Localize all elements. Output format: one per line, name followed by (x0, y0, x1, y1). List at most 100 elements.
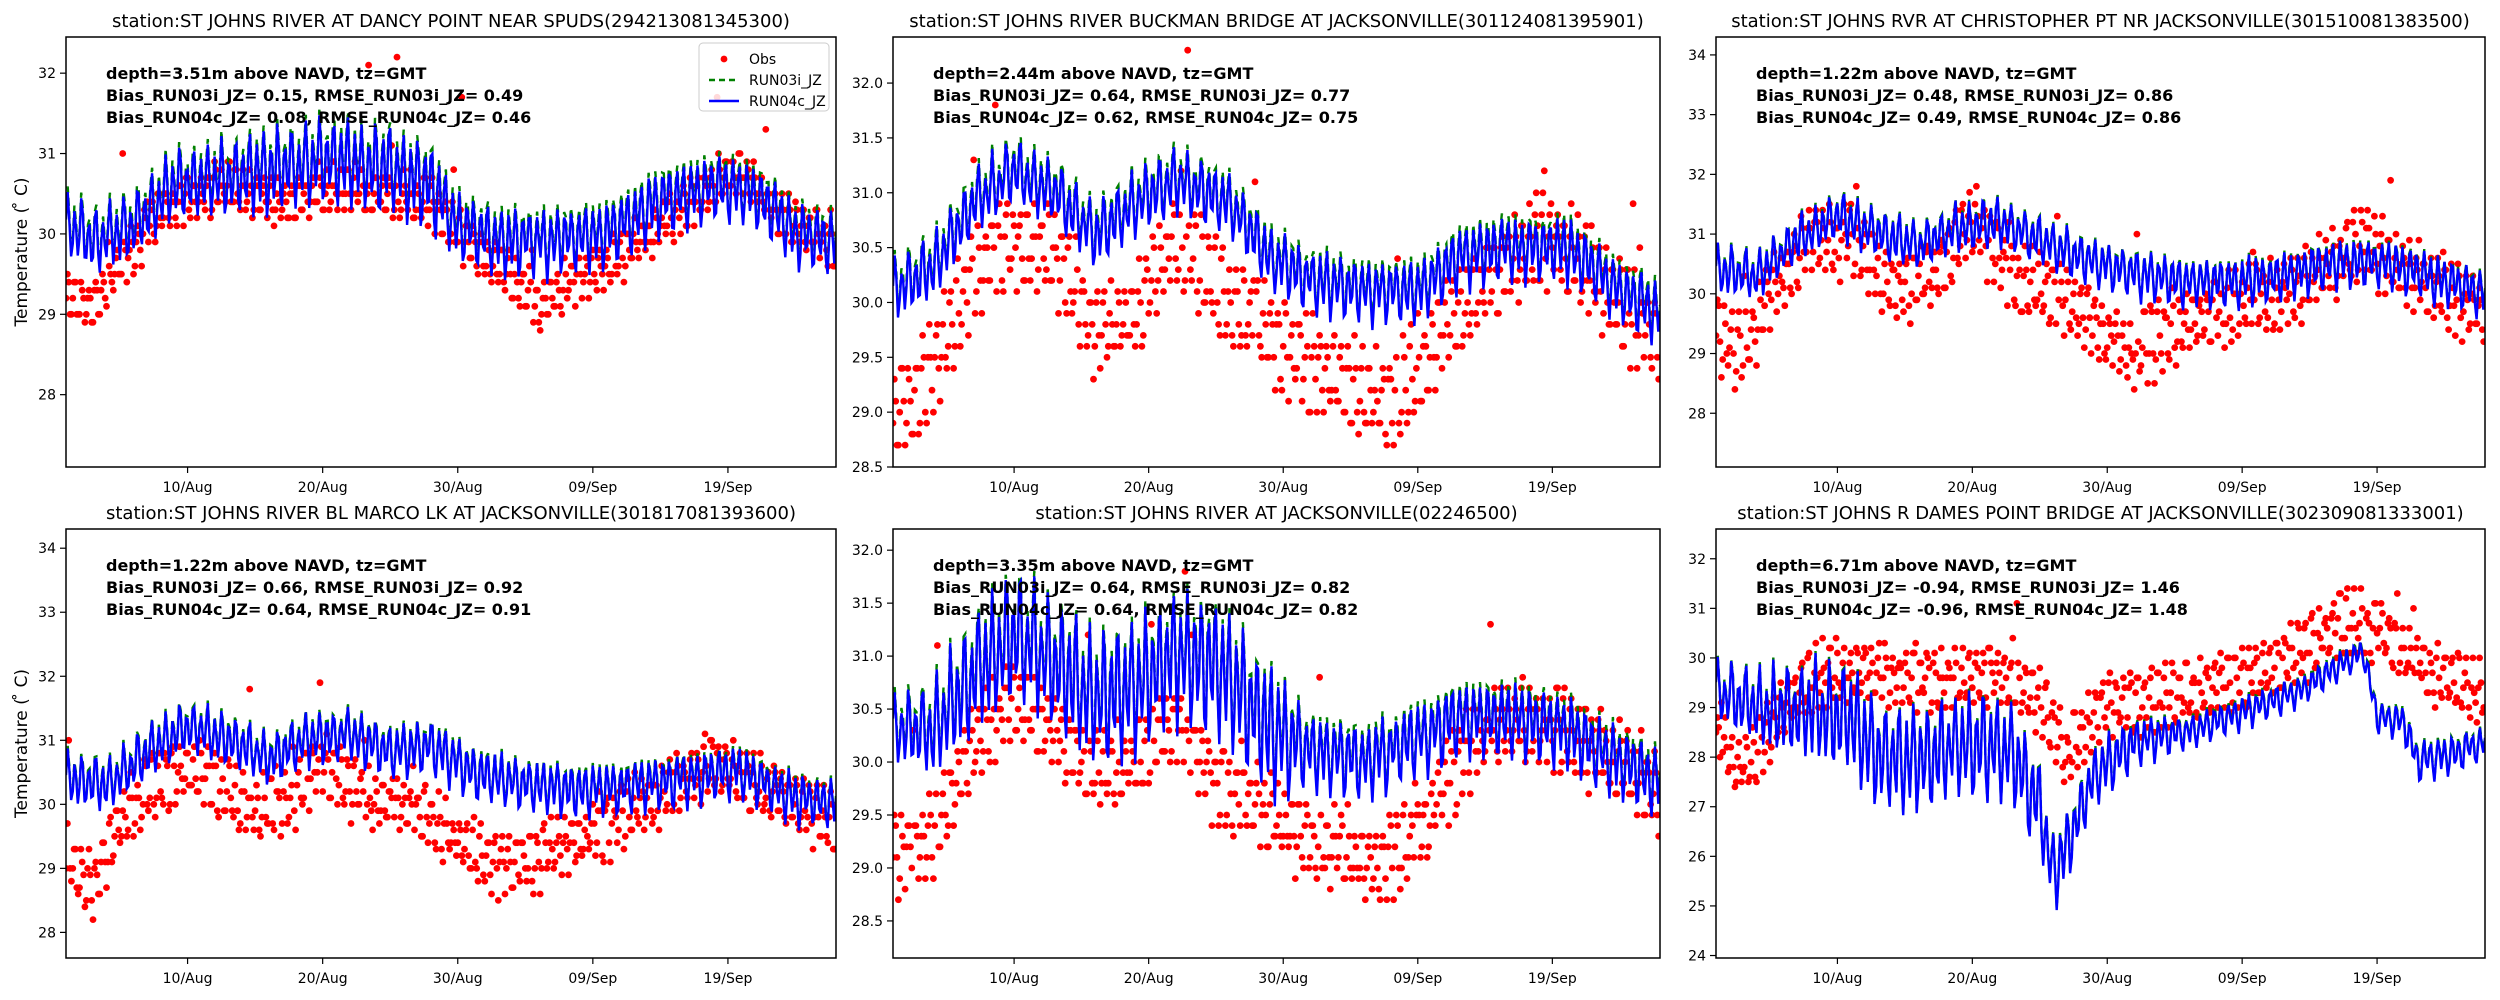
obs-point (1160, 288, 1167, 295)
obs-point (2445, 326, 2453, 333)
obs-point (1966, 649, 1973, 657)
obs-point (1135, 255, 1143, 262)
obs-point (1056, 277, 1064, 284)
obs-point (1297, 332, 1305, 339)
obs-point (1540, 167, 1548, 175)
y-tick-label: 29.0 (852, 405, 883, 421)
obs-point (831, 845, 836, 853)
obs-point (1480, 299, 1488, 306)
obs-point (1387, 822, 1395, 829)
obs-point (993, 288, 1000, 295)
obs-point (2087, 350, 2095, 357)
obs-point (1388, 864, 1396, 872)
obs-point (1968, 248, 1976, 256)
obs-point (1738, 778, 1745, 786)
obs-point (1743, 344, 1751, 351)
obs-point (1205, 748, 1213, 755)
obs-point (2415, 669, 2423, 677)
obs-point (1197, 726, 1205, 734)
obs-point (1378, 386, 1385, 394)
obs-point (605, 839, 613, 847)
obs-point (213, 807, 221, 815)
obs-point (1069, 769, 1077, 776)
obs-point (2006, 266, 2014, 274)
obs-point (2037, 290, 2045, 298)
obs-point (1906, 320, 1914, 328)
obs-point (1083, 342, 1091, 350)
obs-point (952, 779, 960, 787)
obs-point (1878, 694, 1886, 701)
obs-point (1881, 639, 1888, 647)
obs-point (282, 198, 290, 206)
obs-point (947, 288, 955, 295)
obs-point (1014, 705, 1022, 713)
obs-point (1094, 737, 1101, 745)
obs-point (2105, 679, 2113, 687)
obs-point (516, 877, 524, 885)
obs-point (1716, 724, 1723, 731)
obs-point (1730, 350, 1737, 357)
obs-point (520, 852, 528, 859)
obs-point (416, 813, 424, 821)
obs-point (1390, 441, 1397, 449)
obs-point (467, 865, 475, 872)
obs-point (1203, 758, 1210, 766)
obs-point (789, 813, 797, 821)
obs-point (355, 800, 363, 808)
obs-point (480, 871, 487, 879)
obs-point (1819, 634, 1826, 642)
obs-point (193, 214, 201, 222)
y-tick-label: 30 (38, 797, 56, 813)
y-tick-label: 32 (1688, 167, 1706, 183)
obs-point (2414, 634, 2421, 642)
obs-point (2117, 356, 2125, 363)
obs-point (2009, 634, 2017, 642)
obs-point (1025, 716, 1033, 724)
obs-point (1080, 288, 1088, 295)
obs-point (1052, 244, 1060, 252)
series-run04c-line (893, 576, 1660, 817)
obs-point (1882, 654, 1890, 662)
obs-point (1974, 664, 1982, 672)
obs-point (186, 214, 194, 222)
obs-point (335, 781, 343, 789)
obs-point (439, 230, 447, 238)
obs-point (1304, 342, 1311, 350)
obs-point (939, 790, 947, 798)
obs-point (2080, 758, 2088, 766)
obs-point (1204, 737, 1212, 745)
obs-point (998, 277, 1006, 284)
obs-point (1847, 200, 1855, 208)
x-tick-label: 10/Aug (163, 480, 213, 496)
obs-point (2086, 719, 2094, 726)
obs-point (91, 865, 98, 872)
obs-point (2063, 266, 2071, 274)
obs-point (1355, 430, 1362, 438)
obs-point (1653, 811, 1660, 819)
obs-point (965, 332, 972, 339)
obs-point (2308, 609, 2316, 617)
obs-point (1915, 272, 1922, 280)
obs-point (925, 321, 933, 328)
obs-point (1189, 255, 1197, 262)
y-tick-label: 29.0 (852, 861, 883, 877)
obs-point (1127, 737, 1135, 745)
obs-point (415, 794, 422, 802)
obs-point (231, 781, 239, 789)
obs-point (2416, 659, 2424, 667)
obs-point (2284, 674, 2292, 682)
obs-point (2412, 644, 2420, 652)
obs-point (1331, 332, 1338, 339)
obs-point (983, 244, 991, 252)
obs-point (320, 206, 328, 214)
obs-point (286, 794, 294, 802)
y-tick-label: 32 (38, 66, 56, 82)
obs-point (1832, 634, 1840, 642)
obs-point (1379, 832, 1387, 840)
obs-point (463, 820, 471, 827)
obs-point (932, 332, 940, 339)
x-tick-label: 09/Sep (1393, 480, 1442, 496)
obs-point (1565, 288, 1572, 295)
obs-point (997, 705, 1004, 713)
obs-point (2406, 236, 2413, 244)
